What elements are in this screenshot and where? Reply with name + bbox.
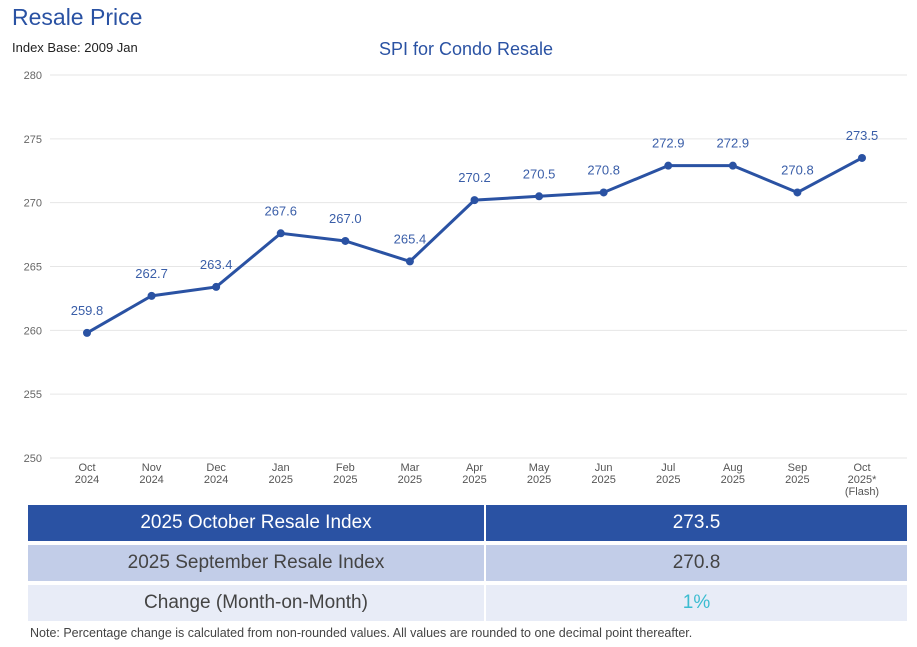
data-label: 262.7 bbox=[135, 266, 168, 281]
x-tick-label: Dec bbox=[206, 462, 226, 474]
data-point bbox=[793, 188, 802, 197]
data-label: 273.5 bbox=[846, 128, 879, 143]
x-tick-label: 2024 bbox=[204, 474, 228, 486]
x-tick-label: May bbox=[529, 462, 550, 474]
y-tick-label: 270 bbox=[24, 198, 42, 210]
data-point bbox=[341, 236, 350, 245]
x-tick-label: 2025 bbox=[785, 474, 809, 486]
x-tick-label: Oct bbox=[78, 462, 95, 474]
x-tick-label: 2025 bbox=[656, 474, 680, 486]
data-point bbox=[599, 188, 608, 197]
data-label: 270.2 bbox=[458, 170, 491, 185]
x-tick-label: Aug bbox=[723, 462, 743, 474]
data-label: 267.6 bbox=[264, 203, 297, 218]
data-label: 259.8 bbox=[71, 303, 104, 318]
x-tick-label: Nov bbox=[142, 462, 162, 474]
summary-table: 2025 October Resale Index 273.5 2025 Sep… bbox=[28, 505, 907, 625]
data-point bbox=[405, 257, 414, 266]
data-point bbox=[276, 229, 285, 238]
x-tick-label: 2024 bbox=[75, 474, 99, 486]
x-tick-label: Apr bbox=[466, 462, 483, 474]
table-row: 2025 September Resale Index 270.8 bbox=[28, 545, 907, 581]
chart-title: SPI for Condo Resale bbox=[379, 39, 553, 59]
data-point bbox=[147, 291, 156, 300]
data-point bbox=[664, 161, 673, 170]
y-tick-label: 265 bbox=[24, 262, 42, 274]
data-label: 267.0 bbox=[329, 211, 362, 226]
data-label: 270.5 bbox=[523, 166, 556, 181]
line-chart: SPI for Condo Resale 250 255 260 265 270 275 28… bbox=[24, 39, 907, 498]
footnote: Note: Percentage change is calculated fr… bbox=[30, 626, 693, 640]
data-label: 265.4 bbox=[394, 231, 427, 246]
data-label: 263.4 bbox=[200, 257, 233, 272]
row-label: Change (Month-on-Month) bbox=[28, 585, 486, 621]
y-tick-label: 255 bbox=[24, 389, 42, 401]
row-label: 2025 October Resale Index bbox=[28, 505, 486, 541]
x-tick-label: 2025 bbox=[591, 474, 615, 486]
table-row: Change (Month-on-Month) 1% bbox=[28, 585, 907, 621]
x-tick-label: Feb bbox=[336, 462, 355, 474]
data-point bbox=[212, 282, 221, 291]
y-tick-label: 280 bbox=[24, 70, 42, 82]
data-point bbox=[535, 192, 544, 201]
index-base: Index Base: 2009 Jan bbox=[12, 40, 138, 55]
x-tick-label: 2025* bbox=[848, 474, 877, 486]
x-tick-label: 2024 bbox=[139, 474, 163, 486]
data-point bbox=[858, 153, 866, 162]
x-tick-label: 2025 bbox=[721, 474, 745, 486]
x-tick-label: Oct bbox=[853, 462, 870, 474]
page-title: Resale Price bbox=[12, 4, 143, 30]
y-tick-label: 250 bbox=[24, 453, 42, 465]
x-tick-label: 2025 bbox=[527, 474, 551, 486]
x-tick-label: Jan bbox=[272, 462, 290, 474]
row-value: 270.8 bbox=[672, 552, 721, 573]
row-value: 1% bbox=[682, 592, 711, 613]
table-row: 2025 October Resale Index 273.5 bbox=[28, 505, 907, 541]
y-tick-label: 260 bbox=[24, 325, 42, 337]
x-tick-label: Jul bbox=[661, 462, 675, 474]
data-point bbox=[470, 196, 479, 205]
x-tick-label: 2025 bbox=[333, 474, 357, 486]
row-value: 273.5 bbox=[672, 512, 721, 533]
data-point bbox=[728, 161, 737, 170]
y-tick-label: 275 bbox=[24, 134, 42, 146]
data-label: 270.8 bbox=[781, 162, 814, 177]
x-tick-label: 2025 bbox=[398, 474, 422, 486]
x-tick-label: Mar bbox=[400, 462, 419, 474]
x-tick-label: (Flash) bbox=[845, 486, 879, 498]
data-label: 270.8 bbox=[587, 162, 620, 177]
data-label: 272.9 bbox=[717, 136, 750, 151]
x-tick-label: 2025 bbox=[269, 474, 293, 486]
row-label: 2025 September Resale Index bbox=[28, 545, 486, 581]
data-label: 272.9 bbox=[652, 136, 685, 151]
x-tick-label: 2025 bbox=[462, 474, 486, 486]
data-point bbox=[83, 328, 91, 337]
x-tick-label: Sep bbox=[788, 462, 808, 474]
x-tick-label: Jun bbox=[595, 462, 613, 474]
